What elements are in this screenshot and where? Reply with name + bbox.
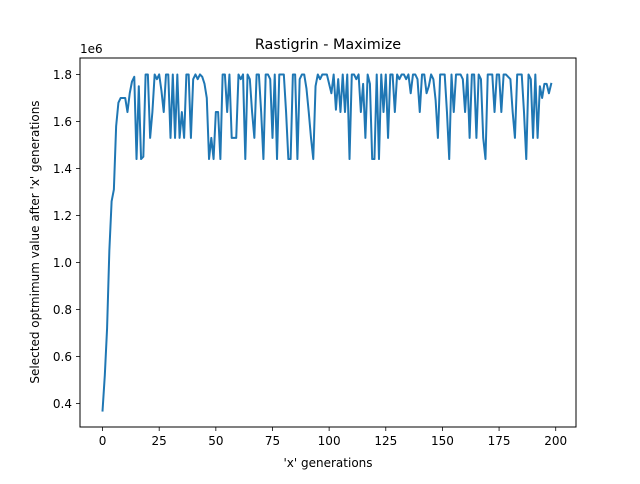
y-axis-label: Selected optmimum value after 'x' genera… <box>28 100 42 383</box>
x-tick-label: 200 <box>544 434 567 448</box>
x-axis-label: 'x' generations <box>283 456 372 470</box>
chart-title: Rastigrin - Maximize <box>255 37 401 53</box>
y-tick-label: 1.0 <box>53 256 72 270</box>
y-scale-label: 1e6 <box>80 42 103 56</box>
y-tick-label: 0.4 <box>53 397 72 411</box>
x-tick-label: 25 <box>152 434 167 448</box>
x-axis-ticks: 0 25 50 75 100 125 150 175 200 <box>99 427 567 448</box>
series-line <box>101 73 553 412</box>
x-tick-label: 0 <box>99 434 107 448</box>
x-tick-label: 125 <box>374 434 397 448</box>
y-tick-label: 1.8 <box>53 68 72 82</box>
x-tick-label: 175 <box>488 434 511 448</box>
y-tick-label: 1.4 <box>53 162 72 176</box>
x-tick-label: 50 <box>208 434 223 448</box>
y-tick-label: 0.8 <box>53 303 72 317</box>
y-tick-label: 1.2 <box>53 209 72 223</box>
y-tick-label: 1.6 <box>53 115 72 129</box>
y-axis-ticks: 0.4 0.6 0.8 1.0 1.2 1.4 1.6 1.8 <box>53 68 80 411</box>
x-tick-label: 75 <box>265 434 280 448</box>
plot-frame <box>79 57 577 428</box>
x-tick-label: 150 <box>431 434 454 448</box>
x-tick-label: 100 <box>318 434 341 448</box>
y-tick-label: 0.6 <box>53 350 72 364</box>
